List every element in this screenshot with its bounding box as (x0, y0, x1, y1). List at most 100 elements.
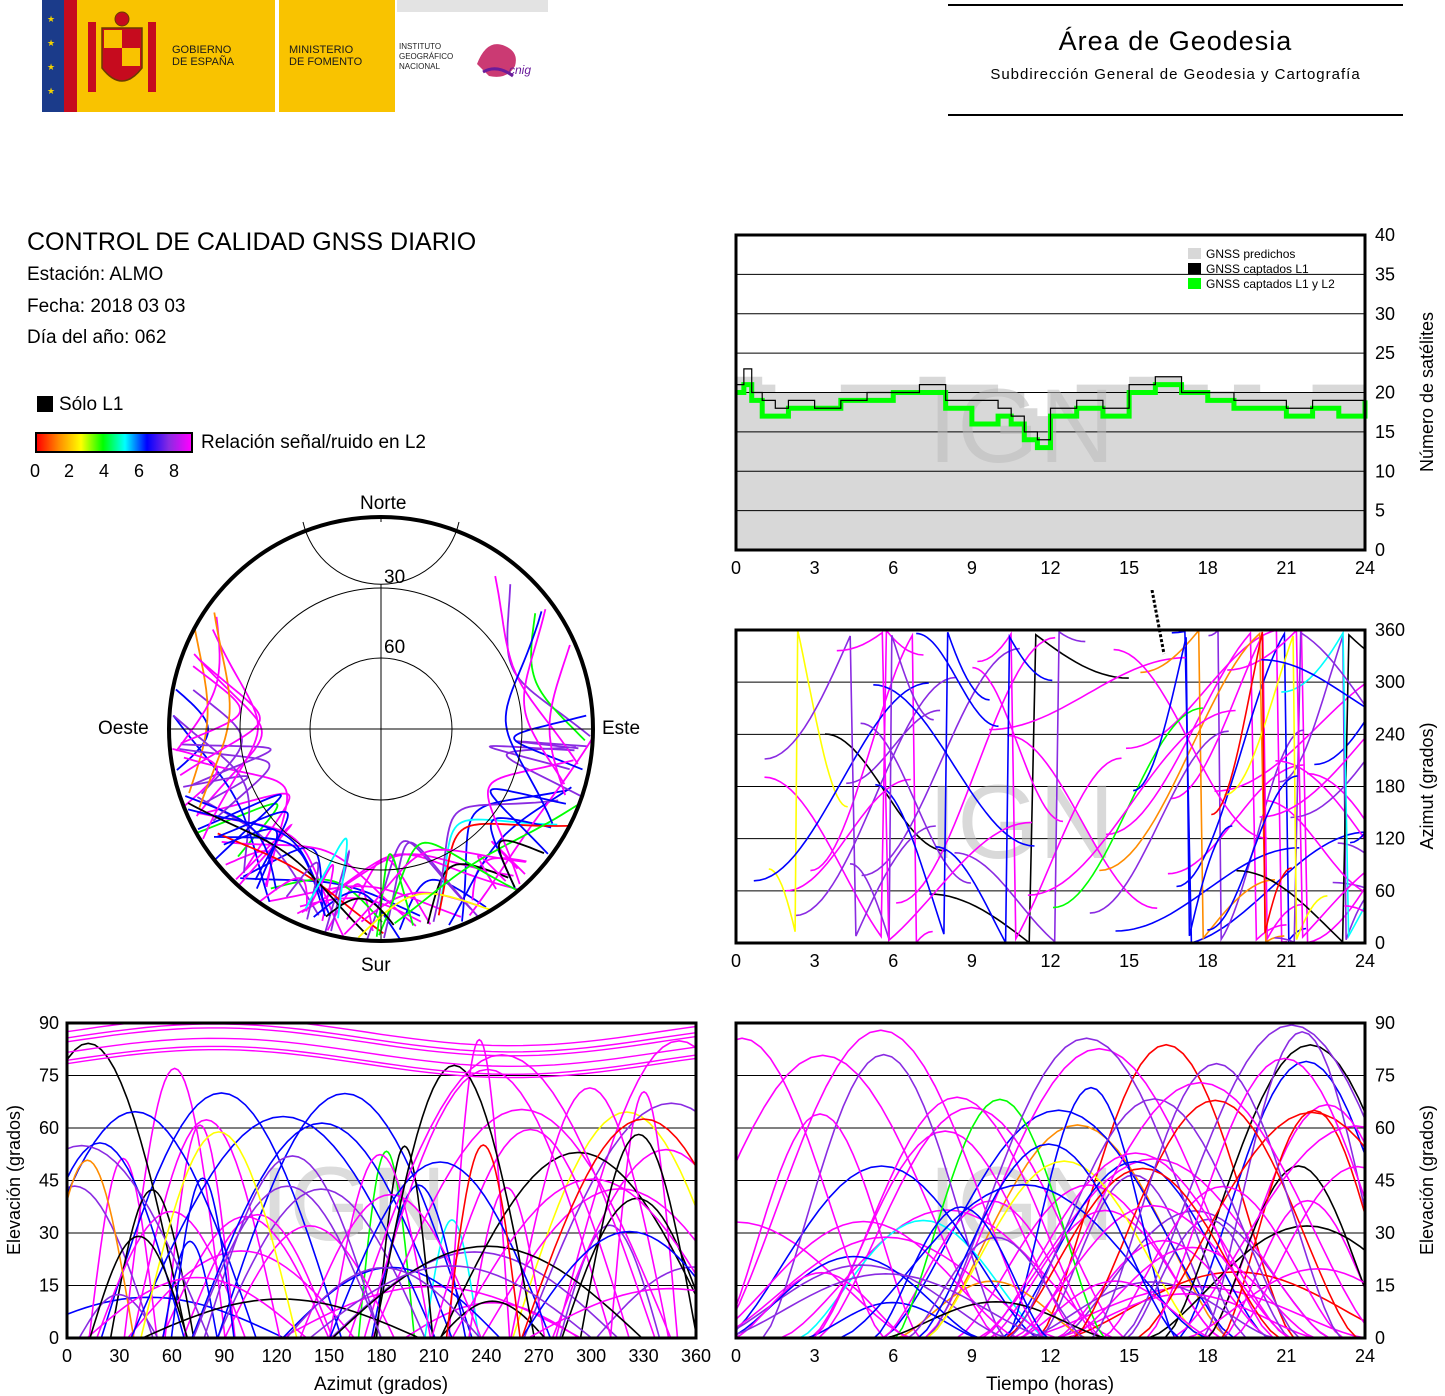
satellite-track (430, 1128, 630, 1338)
satellite-track (439, 1300, 546, 1338)
satellite-track (926, 1124, 1229, 1338)
satellite-track (1314, 719, 1365, 766)
satellite-track (193, 653, 263, 817)
min-line1: MINISTERIO (289, 44, 354, 56)
y-tick-label: 0 (1375, 1328, 1385, 1348)
satellite-track (916, 632, 999, 728)
x-tick-label: 3 (810, 951, 820, 971)
legend-l1l2: GNSS captados L1 y L2 (1206, 277, 1335, 291)
eu-stars-strip: ★ ★ ★ ★ (42, 0, 64, 112)
satellite-track (1027, 709, 1236, 896)
satellite-track (182, 1213, 334, 1338)
satellite-track (736, 1113, 921, 1338)
satellite-track (736, 1054, 999, 1338)
satellite-track (451, 1178, 696, 1338)
satellite-track (523, 608, 566, 785)
satellite-track (1207, 775, 1298, 931)
satellite-track (1227, 630, 1365, 940)
satellite-track (270, 878, 383, 923)
satellite-track (513, 714, 587, 771)
satellite-track (330, 1251, 619, 1338)
x-tick-label: 6 (888, 1346, 898, 1366)
y-tick-label: 60 (39, 1118, 59, 1138)
satellite-track (304, 837, 348, 919)
satellite-track (764, 630, 924, 940)
satellite-track (439, 1151, 696, 1338)
satellite-track (1224, 635, 1328, 940)
satellite-track (78, 1293, 159, 1338)
satellite-track (67, 1023, 696, 1047)
satellite-track (1140, 630, 1276, 941)
x-tick-label: 270 (524, 1346, 554, 1366)
y-tick-label: 240 (1375, 724, 1405, 744)
satellite-track (849, 635, 934, 940)
satcount-frame (734, 233, 1367, 552)
satellite-track (1337, 842, 1365, 855)
satellite-track (67, 1049, 696, 1079)
satellite-track (736, 1271, 909, 1338)
x-tick-label: 15 (1119, 558, 1139, 578)
satellite-track (432, 799, 559, 922)
satellite-track (812, 1096, 1102, 1338)
area-header: Área de Geodesia Subdirección General de… (948, 4, 1403, 116)
satellite-track (140, 1131, 298, 1338)
satellite-track (861, 647, 1020, 877)
x-tick-label: 6 (888, 951, 898, 971)
satellite-track (1105, 630, 1287, 942)
satellite-track (445, 1144, 521, 1338)
satellite-track (173, 715, 251, 873)
satellite-track (203, 1155, 382, 1338)
satellite-track (1259, 736, 1365, 818)
svg-text:★: ★ (47, 14, 55, 24)
satellite-track (191, 1122, 453, 1338)
satellite-track (67, 1037, 696, 1068)
x-tick-label: 12 (1040, 558, 1060, 578)
satellite-track (86, 1276, 308, 1338)
x-tick-label: 24 (1355, 951, 1375, 971)
satellite-track (1274, 631, 1365, 943)
y-tick-label: 45 (1375, 1171, 1395, 1191)
satellite-track (67, 1023, 696, 1053)
satcount-legend: GNSS predichos GNSS captados L1 GNSS cap… (1188, 247, 1335, 291)
satellite-track (810, 632, 933, 943)
svg-text:★: ★ (47, 38, 55, 48)
y-tick-label: 300 (1375, 672, 1405, 692)
satellite-track (972, 666, 1064, 823)
satellite-track (1171, 630, 1365, 943)
y-tick-label: 35 (1375, 264, 1395, 284)
satellite-track (398, 878, 487, 931)
y-tick-label: 0 (49, 1328, 59, 1348)
y-tick-label: 30 (1375, 1223, 1395, 1243)
satellite-track (481, 1187, 696, 1338)
y-tick-label: 60 (1375, 1118, 1395, 1138)
x-tick-label: 24 (1355, 558, 1375, 578)
satellite-track (1264, 799, 1365, 893)
legend-l1: GNSS captados L1 (1206, 262, 1309, 276)
label-north: Norte (360, 493, 406, 514)
series-l1l2 (736, 382, 1368, 451)
x-tick-label: 0 (731, 951, 741, 971)
satellite-track (172, 748, 219, 807)
satellite-track (1073, 1099, 1358, 1338)
satellite-track (989, 656, 1187, 731)
satellite-track (1146, 1057, 1365, 1338)
satellite-track (1133, 637, 1233, 937)
y-tick-label: 30 (1375, 304, 1395, 324)
satellite-track (895, 636, 1056, 904)
satellite-track (130, 1115, 436, 1338)
satellite-track (424, 1219, 480, 1338)
satellite-track (202, 629, 259, 840)
satellite-track (67, 1142, 185, 1338)
satellite-track (88, 1157, 158, 1338)
y-tick-label: 360 (1375, 620, 1405, 640)
satellite-track (490, 840, 526, 875)
satellite-track (1176, 630, 1307, 943)
satellite-track (346, 857, 432, 925)
doy-label: Día del año: 062 (27, 327, 167, 348)
y-tick-label: 40 (1375, 225, 1395, 245)
x-tick-label: 3 (810, 558, 820, 578)
snr-tick-0: 0 (30, 461, 41, 481)
